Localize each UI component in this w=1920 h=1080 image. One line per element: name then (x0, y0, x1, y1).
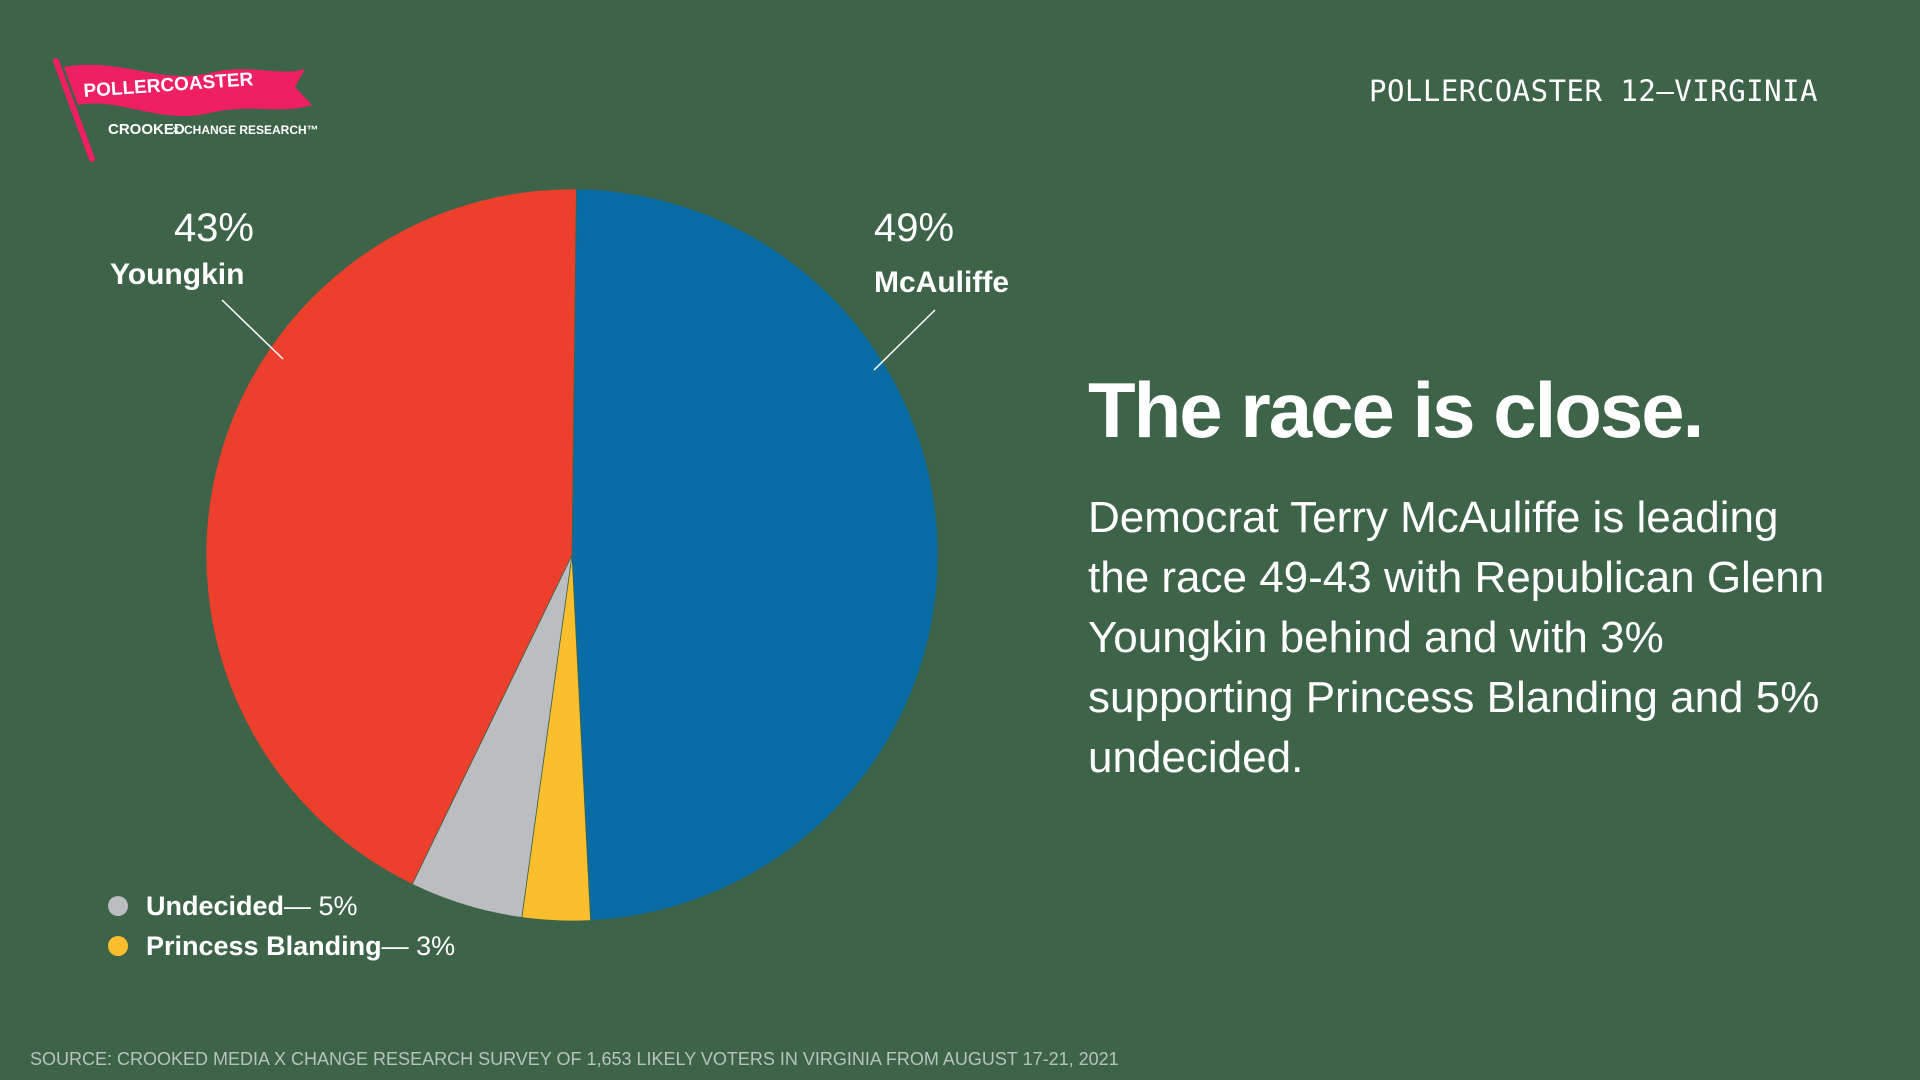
pie-slice-youngkin (205, 188, 577, 885)
youngkin-pct-label: 43% (166, 208, 254, 248)
series-label: POLLERCOASTER 12—VIRGINIA (1369, 74, 1818, 108)
headline: The race is close. (1088, 366, 1704, 454)
mcauliffe-pct-label: 49% (874, 208, 954, 248)
legend-dot-blanding (108, 936, 128, 956)
legend-value-undecided: — 5% (284, 890, 358, 921)
mcauliffe-leader-line (873, 309, 936, 371)
legend: Undecided — 5% Princess Blanding — 3% (108, 886, 455, 966)
youngkin-leader-line (221, 299, 284, 360)
logo-x-text: × (172, 122, 180, 137)
legend-dot-undecided (108, 896, 128, 916)
logo-change-research-text: CHANGE RESEARCH™ (184, 123, 319, 137)
youngkin-name: Youngkin (110, 258, 245, 291)
mcauliffe-name-label: McAuliffe (874, 260, 1009, 298)
youngkin-pct: 43% (173, 206, 254, 250)
mcauliffe-name: McAuliffe (874, 266, 1009, 299)
logo-crooked-text: CROOKED (108, 121, 185, 138)
legend-item-undecided: Undecided — 5% (108, 886, 455, 926)
source-note: SOURCE: CROOKED MEDIA X CHANGE RESEARCH … (30, 1049, 1119, 1069)
legend-name-blanding: Princess Blanding (146, 930, 382, 961)
pollercoaster-logo: POLLERCOASTER CROOKED × CHANGE RESEARCH™ (50, 55, 340, 165)
legend-item-blanding: Princess Blanding — 3% (108, 926, 455, 966)
body-text: Democrat Terry McAuliffe is leading the … (1088, 493, 1825, 782)
youngkin-name-label: Youngkin (110, 252, 244, 290)
legend-name-undecided: Undecided (146, 890, 285, 921)
mcauliffe-pct: 49% (874, 206, 955, 250)
legend-value-blanding: — 3% (381, 930, 456, 961)
pie-slice-mcauliffe (571, 188, 939, 921)
